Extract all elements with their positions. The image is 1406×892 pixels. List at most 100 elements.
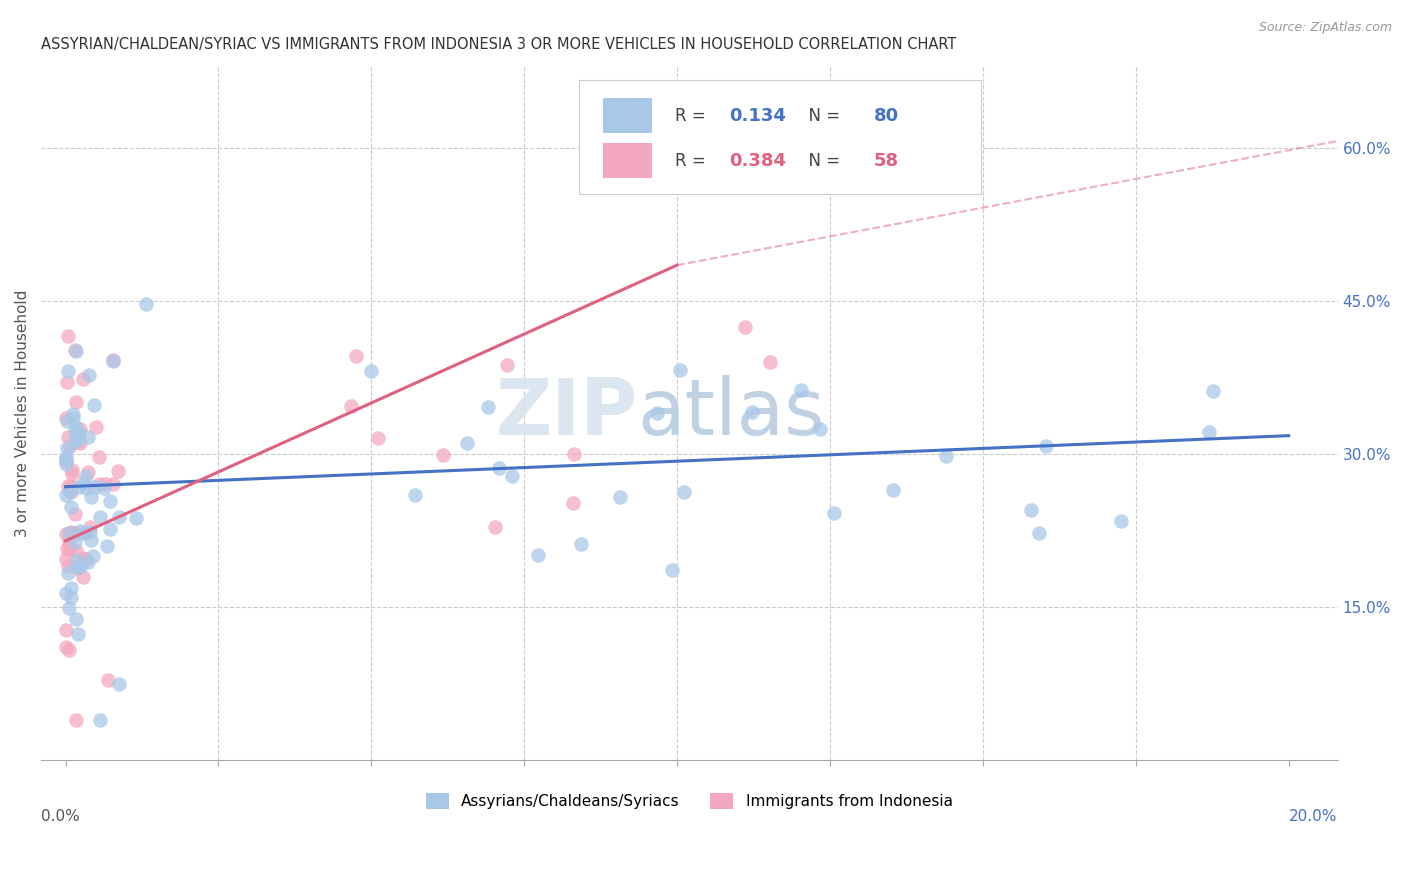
Point <box>67 425 90 440</box>
Point <box>89 713 111 727</box>
Text: ZIP: ZIP <box>495 376 637 451</box>
Point <box>344 350 367 364</box>
Point <box>65 525 87 540</box>
Point <box>56 558 79 573</box>
Point <box>69 436 91 450</box>
Point <box>56 479 79 493</box>
Point <box>84 420 107 434</box>
Point <box>60 485 83 500</box>
Point <box>67 480 90 494</box>
Point <box>62 411 84 425</box>
Point <box>60 467 83 482</box>
Point <box>55 457 77 471</box>
Point <box>65 394 87 409</box>
Point <box>135 297 157 311</box>
Point <box>100 493 122 508</box>
Point <box>527 549 550 563</box>
Point <box>562 447 585 461</box>
FancyBboxPatch shape <box>603 144 652 178</box>
Point <box>56 430 79 444</box>
Point <box>484 520 506 534</box>
Point <box>62 407 84 421</box>
Text: atlas: atlas <box>637 376 825 451</box>
Point <box>72 372 94 386</box>
Text: Source: ZipAtlas.com: Source: ZipAtlas.com <box>1258 21 1392 34</box>
Text: 20.0%: 20.0% <box>1289 809 1337 824</box>
Point <box>759 355 782 369</box>
Point <box>65 420 87 434</box>
Point <box>58 566 80 580</box>
Point <box>101 353 124 368</box>
Point <box>66 560 89 574</box>
Point <box>60 591 83 605</box>
Text: N =: N = <box>799 152 845 169</box>
Point <box>77 430 100 444</box>
Point <box>65 344 87 359</box>
Point <box>58 601 80 615</box>
Point <box>55 527 77 541</box>
Point <box>808 422 831 436</box>
Point <box>741 405 763 419</box>
Point <box>935 449 957 463</box>
Point <box>79 520 101 534</box>
Point <box>93 481 115 495</box>
Point <box>75 552 97 566</box>
Text: 0.384: 0.384 <box>730 152 786 169</box>
Point <box>59 542 82 557</box>
Point <box>67 434 90 448</box>
Point <box>65 544 87 558</box>
Text: 80: 80 <box>873 107 898 125</box>
Point <box>103 352 125 367</box>
Point <box>488 460 510 475</box>
Point <box>65 343 87 358</box>
Point <box>790 383 813 397</box>
Point <box>456 436 478 450</box>
Point <box>89 476 111 491</box>
Point <box>97 673 120 688</box>
Point <box>339 400 361 414</box>
Point <box>58 526 80 541</box>
Text: 58: 58 <box>873 152 898 169</box>
Point <box>62 435 84 450</box>
Point <box>59 484 82 499</box>
Point <box>79 490 101 504</box>
Point <box>98 522 121 536</box>
Point <box>1035 439 1057 453</box>
Point <box>60 500 83 514</box>
Point <box>107 464 129 478</box>
Point <box>72 570 94 584</box>
Point <box>58 532 80 546</box>
Point <box>80 533 103 547</box>
Point <box>66 627 89 641</box>
Point <box>58 643 80 657</box>
Y-axis label: 3 or more Vehicles in Household: 3 or more Vehicles in Household <box>15 290 30 537</box>
FancyBboxPatch shape <box>603 98 652 133</box>
Point <box>73 526 96 541</box>
Point <box>87 450 110 464</box>
Point <box>55 454 77 468</box>
Point <box>55 414 77 428</box>
Point <box>609 490 631 504</box>
Point <box>107 509 129 524</box>
Point <box>76 469 98 483</box>
Point <box>83 398 105 412</box>
Point <box>58 537 80 551</box>
Point <box>77 465 100 479</box>
Point <box>60 478 83 492</box>
Point <box>55 640 77 654</box>
Point <box>56 375 79 389</box>
Point <box>65 713 87 727</box>
Point <box>477 400 499 414</box>
Point <box>66 553 89 567</box>
Point <box>69 524 91 539</box>
Point <box>73 475 96 490</box>
Point <box>77 368 100 382</box>
Legend: Assyrians/Chaldeans/Syriacs, Immigrants from Indonesia: Assyrians/Chaldeans/Syriacs, Immigrants … <box>420 787 959 815</box>
Point <box>496 358 519 372</box>
Point <box>360 364 382 378</box>
Point <box>55 450 77 464</box>
Point <box>69 560 91 574</box>
Point <box>66 561 89 575</box>
Point <box>63 425 86 439</box>
Point <box>673 485 696 500</box>
